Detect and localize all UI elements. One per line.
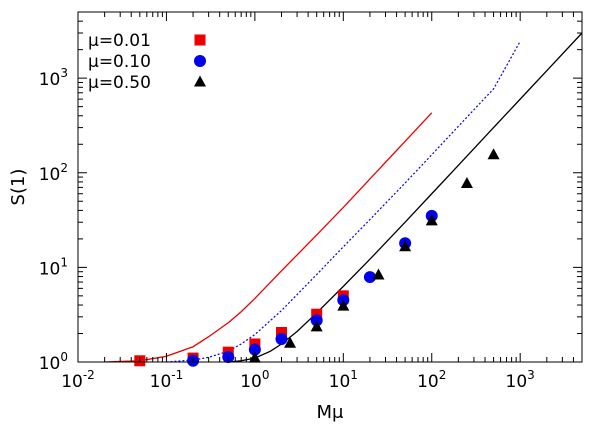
- square-marker: [275, 327, 287, 339]
- triangle-marker: [487, 148, 500, 160]
- x-tick-base: 10: [61, 372, 83, 392]
- triangle-marker: [399, 240, 412, 252]
- x-tick-base: 10: [417, 372, 439, 392]
- x-tick-exponent: 3: [527, 368, 535, 382]
- x-tick-base: 10: [240, 372, 262, 392]
- x-tick-label: 101: [329, 368, 358, 392]
- y-tick-base: 10: [39, 165, 61, 185]
- triangle-marker: [425, 214, 438, 226]
- x-tick-label: 103: [506, 368, 535, 392]
- triangle-marker: [460, 176, 473, 188]
- x-tick-exponent: 2: [439, 368, 447, 382]
- triangle-marker: [284, 336, 297, 348]
- legend-label: μ=0.01: [88, 31, 151, 51]
- legend-circle-marker: [194, 55, 206, 67]
- x-tick-exponent: 1: [350, 368, 358, 382]
- legend-square-marker: [194, 34, 206, 46]
- y-tick-exponent: 0: [60, 350, 68, 364]
- triangle-marker: [337, 299, 350, 311]
- x-tick-exponent: -1: [171, 368, 183, 382]
- x-tick-base: 10: [329, 372, 351, 392]
- fit-curve: [166, 41, 521, 362]
- circle-marker: [275, 333, 288, 346]
- x-tick-base: 10: [506, 372, 528, 392]
- y-tick-base: 10: [39, 354, 61, 374]
- legend-label: μ=0.50: [88, 73, 151, 93]
- x-tick-exponent: -2: [83, 368, 95, 382]
- legend: μ=0.01μ=0.10μ=0.50: [88, 31, 206, 93]
- circle-marker: [222, 350, 235, 363]
- circle-marker: [248, 343, 261, 356]
- x-tick-exponent: 0: [262, 368, 270, 382]
- x-tick-label: 102: [417, 368, 446, 392]
- triangle-marker: [372, 268, 385, 280]
- y-tick-base: 10: [39, 70, 61, 90]
- triangle-marker: [310, 320, 323, 332]
- square-marker: [311, 308, 323, 320]
- fit-curves: [104, 32, 582, 362]
- legend-triangle-marker: [194, 75, 206, 87]
- y-tick-exponent: 2: [60, 161, 68, 175]
- x-axis-label: Mμ: [317, 402, 345, 423]
- fit-curve: [104, 112, 433, 362]
- data-points: [134, 148, 500, 367]
- y-tick-label: 101: [39, 255, 68, 279]
- y-tick-label: 100: [39, 350, 68, 374]
- x-tick-label: 100: [240, 368, 269, 392]
- legend-label: μ=0.10: [88, 52, 151, 72]
- y-tick-exponent: 1: [60, 255, 68, 269]
- x-tick-base: 10: [150, 372, 172, 392]
- y-tick-base: 10: [39, 259, 61, 279]
- y-tick-label: 102: [39, 161, 68, 185]
- fit-curve: [228, 32, 582, 362]
- x-tick-label: 10-2: [61, 368, 95, 392]
- axes: [77, 11, 583, 363]
- y-tick-exponent: 3: [60, 66, 68, 80]
- circle-marker: [363, 271, 376, 284]
- x-tick-label: 10-1: [150, 368, 184, 392]
- y-tick-label: 103: [39, 66, 68, 90]
- y-axis-label: S(1): [8, 169, 29, 206]
